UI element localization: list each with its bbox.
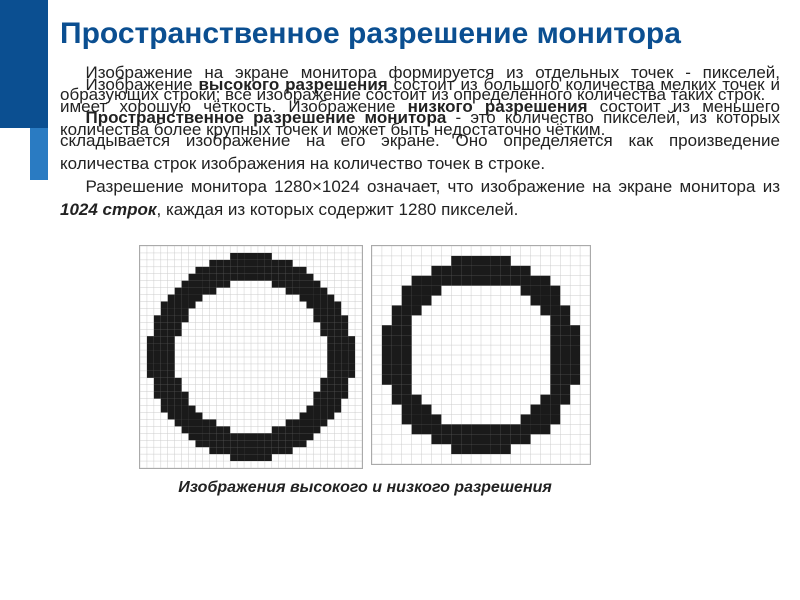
sidebar-accent-light (30, 128, 48, 180)
high-res-circle (139, 245, 363, 469)
t: Пространственное разрешение монитора (86, 108, 447, 127)
images-block: Изображения высокого и низкого разрешени… (130, 245, 600, 497)
t: 1024 строк (60, 200, 157, 219)
content-area: Пространственное разрешение монитора Изо… (60, 18, 780, 62)
images-row (130, 245, 600, 469)
t: Разрешение монитора 1280×1024 означает, … (86, 177, 781, 196)
sidebar-accent-dark (0, 0, 48, 128)
low-res-circle (371, 245, 591, 465)
t: , каждая из которых содержит 1280 пиксел… (157, 200, 519, 219)
para-example: Разрешение монитора 1280×1024 означает, … (60, 176, 780, 222)
para-definition: Пространственное разрешение монитора - э… (60, 107, 780, 176)
sidebar (0, 0, 48, 600)
text-layer-2: Изображение на экране монитора формирует… (60, 62, 780, 223)
images-caption: Изображения высокого и низкого разрешени… (130, 479, 600, 497)
page-title: Пространственное разрешение монитора (60, 18, 780, 50)
para-intro: Изображение на экране монитора формирует… (60, 62, 780, 108)
